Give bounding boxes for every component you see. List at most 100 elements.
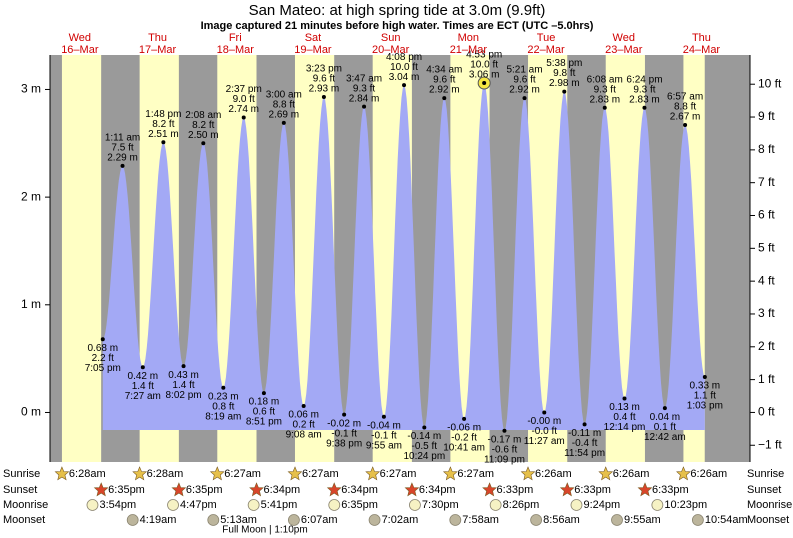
sunrise-time: 6:26am [535,468,572,480]
moonset-time: 8:56am [543,514,580,526]
tide-label: 0.18 m [249,397,280,408]
moonset-time: 4:19am [140,514,177,526]
moonrise-time: 10:23pm [664,499,707,511]
sunset-time: 6:34pm [264,484,301,496]
tide-point [702,374,707,379]
tide-label: -0.14 m [407,431,441,442]
sunrise-time: 6:26am [613,468,650,480]
row-label: Moonrise [3,499,48,511]
tide-label: -0.5 ft [412,441,438,452]
moonset-icon [288,514,300,526]
y-tick-label: 2 m [21,189,41,203]
tide-label: 0.8 ft [212,401,234,412]
moonset-time: 7:02am [382,514,419,526]
day-name: Wed [613,32,635,44]
day-name: Wed [69,32,91,44]
tide-label: 7:27 am [125,391,161,402]
tide-label: 9:38 pm [326,438,362,449]
tide-label: 3:00 am [266,89,302,100]
tide-label: 8:51 pm [246,417,282,428]
y2-tick-label: 1 ft [758,372,775,386]
day-name: Sun [381,32,401,44]
tide-label: 2.50 m [188,130,219,141]
sunrise-icon [132,466,148,481]
moonrise-icon [328,499,341,511]
day-date: 22–Mar [527,44,565,56]
sunset-time: 6:34pm [341,484,378,496]
tide-label: 12:14 pm [604,422,646,433]
y2-tick-label: 3 ft [758,306,775,320]
tide-label: -0.1 ft [331,428,357,439]
y2-tick-label: 7 ft [758,175,775,189]
tide-point [261,391,266,396]
tide-point [140,365,145,370]
tide-label: 9.3 ft [594,84,616,95]
sunset-time: 6:33pm [497,484,534,496]
row-label: Sunrise [747,468,784,480]
tide-label: 7:05 pm [85,363,121,374]
day-date: 17–Mar [139,44,177,56]
moonset-icon [691,514,704,526]
tide-label: 11:54 pm [564,448,605,459]
moonset-icon [530,514,543,526]
sunset-icon [93,482,109,497]
moonrise-time: 3:54pm [99,499,136,511]
tide-label: 3:47 am [346,73,382,84]
tide-point [402,83,407,88]
moonrise-time: 4:47pm [180,499,217,511]
tide-label: 11:27 am [524,436,565,447]
sunset-time: 6:34pm [419,484,456,496]
tide-label: -0.6 ft [492,444,518,455]
tide-label: 9.6 ft [433,75,455,86]
tide-label: 3:23 pm [306,64,342,75]
tide-label: 4:34 am [426,65,462,76]
y2-tick-label: 9 ft [758,109,775,123]
y2-tick-label: 6 ft [758,208,775,222]
tide-point [362,104,367,109]
tide-label: 8.2 ft [192,120,214,131]
row-label: Sunrise [3,468,40,480]
moonrise-icon [409,499,421,511]
tide-label: 1.4 ft [172,380,194,391]
tide-label: 9.0 ft [233,94,255,105]
moonrise-icon [247,499,260,511]
tide-label: 0.06 m [288,410,319,421]
tide-label: 12:42 am [644,432,686,443]
tide-point [181,364,186,369]
sunset-icon [637,482,653,497]
sunset-icon [171,482,187,497]
moonrise-time: 7:30pm [422,499,459,511]
tide-label: 0.4 ft [613,412,635,423]
tide-label: 8.8 ft [273,99,295,110]
tide-label: 5:38 pm [546,58,582,69]
y2-tick-label: 2 ft [758,339,775,353]
moonrise-time: 6:35pm [341,499,378,511]
tide-label: 1:03 pm [687,401,723,412]
tide-label: -0.17 m [487,434,521,445]
tide-label: 2.92 m [429,85,460,96]
tide-point [522,96,527,101]
sunset-icon [482,482,497,497]
y-tick-label: 0 m [21,405,41,419]
moonset-icon [207,514,220,526]
day-date: 18–Mar [217,44,255,56]
row-label: Moonrise [747,499,792,511]
full-moon-note: Full Moon | 1:10pm [222,525,307,536]
tide-point [562,89,567,94]
row-label: Moonset [747,514,789,526]
tide-label: 2.69 m [269,109,300,120]
tide-label: 2.98 m [549,78,580,89]
background-layer [50,55,750,462]
tide-label: 9:08 am [286,430,322,441]
sunset-time: 6:33pm [574,484,611,496]
tide-label: 1:48 pm [145,109,181,120]
tide-label: 6:57 am [667,92,703,103]
moonrise-icon [489,499,502,511]
tide-label: 4:53 pm [466,50,502,61]
sunrise-time: 6:27am [380,468,417,480]
tide-point [602,105,607,110]
tide-point [241,115,246,120]
day-date: 16–Mar [61,44,99,56]
tide-label: 8:19 am [205,411,241,422]
tide-point [622,396,627,401]
